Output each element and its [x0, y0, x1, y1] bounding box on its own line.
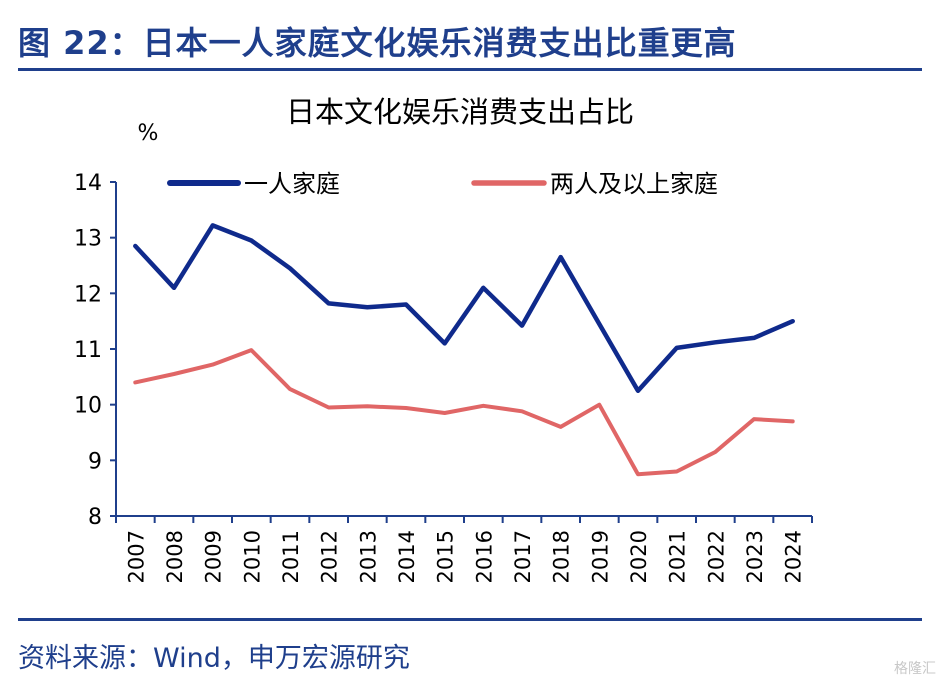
y-axis-unit: %	[138, 121, 159, 146]
watermark: 格隆汇	[894, 661, 936, 677]
x-tick-label: 2021	[666, 530, 690, 583]
x-tick-label: 2024	[782, 530, 806, 583]
source-note: 资料来源：Wind，申万宏源研究	[18, 643, 410, 674]
figure-title: 图 22：日本一人家庭文化娱乐消费支出比重更高	[18, 24, 737, 62]
series-line-1	[133, 223, 795, 394]
series-lines	[133, 223, 795, 477]
x-tick-label: 2009	[202, 530, 226, 583]
legend: 一人家庭 两人及以上家庭	[167, 170, 718, 198]
y-tick-label: 9	[88, 449, 102, 474]
y-tick-label: 14	[74, 171, 102, 196]
x-tick-label: 2008	[163, 530, 187, 583]
top-rule	[18, 68, 922, 71]
x-tick-label: 2020	[627, 530, 651, 583]
x-tick-label: 2013	[356, 530, 380, 583]
chart-title: 日本文化娱乐消费支出占比	[286, 95, 634, 129]
x-tick-label: 2007	[124, 530, 148, 583]
x-tick-label: 2019	[588, 530, 612, 583]
x-tick-label: 2023	[743, 530, 767, 583]
bottom-rule	[18, 618, 922, 621]
x-tick-label: 2022	[704, 530, 728, 583]
x-tick-label: 2015	[434, 530, 458, 583]
x-tick-label: 2011	[279, 530, 303, 583]
y-tick-label: 8	[88, 505, 102, 530]
legend-label-1: 一人家庭	[244, 170, 340, 198]
x-tick-label: 2010	[240, 530, 264, 583]
axes: 8 9 10 11 12 13 14 2007 2008 2009 2010 2011 2012 2013…	[74, 171, 813, 583]
y-tick-label: 11	[74, 338, 102, 363]
y-tick-label: 12	[74, 282, 102, 307]
x-tick-label: 2016	[472, 530, 496, 583]
series-line-2	[133, 348, 795, 477]
x-tick-label: 2014	[395, 530, 419, 583]
x-tick-label: 2012	[318, 530, 342, 583]
y-tick-label: 10	[74, 394, 102, 419]
x-tick-label: 2017	[511, 530, 535, 583]
x-tick-label: 2018	[550, 530, 574, 583]
y-tick-label: 13	[74, 227, 102, 252]
legend-label-2: 两人及以上家庭	[550, 170, 718, 198]
